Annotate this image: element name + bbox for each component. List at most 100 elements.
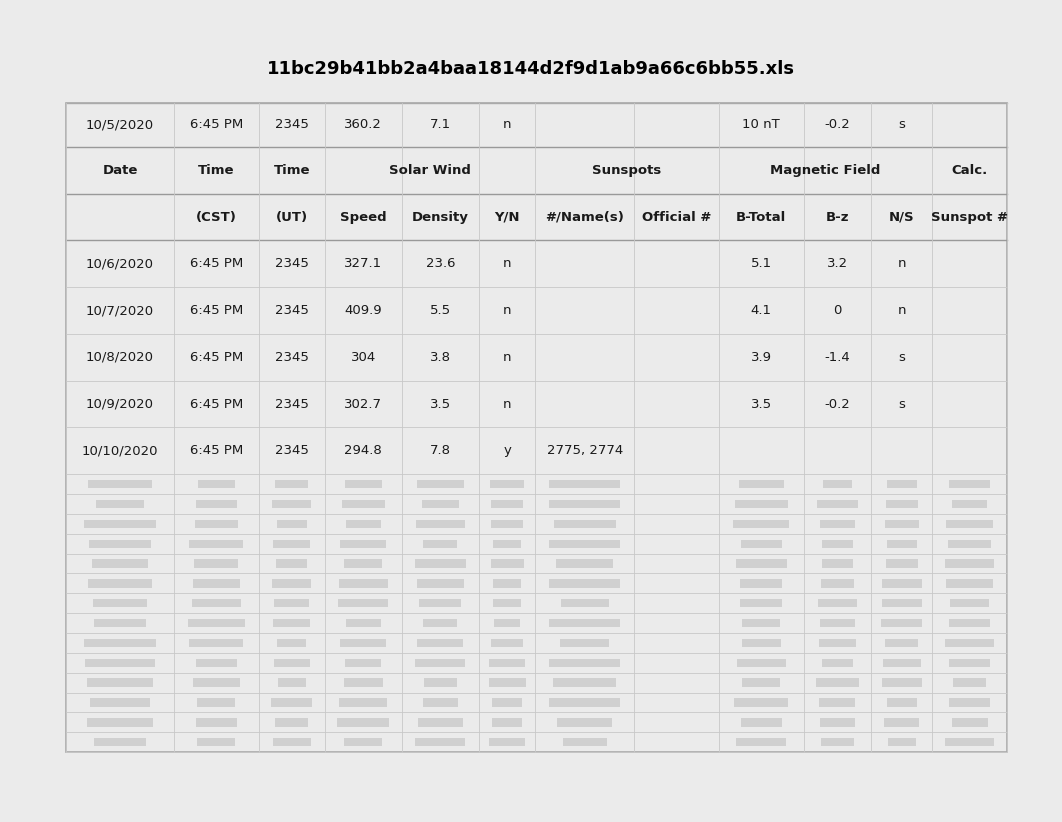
Bar [884, 658, 921, 667]
Text: 5.5: 5.5 [430, 304, 451, 317]
Bar [549, 500, 620, 508]
Bar [946, 580, 993, 588]
Text: 7.8: 7.8 [430, 445, 451, 457]
Bar [885, 718, 920, 727]
Bar [820, 520, 855, 528]
Bar [946, 520, 993, 528]
Bar [820, 718, 855, 727]
Bar [491, 500, 524, 508]
Bar [277, 520, 307, 528]
Bar [735, 500, 788, 508]
Text: n: n [503, 304, 512, 317]
Text: 2345: 2345 [275, 304, 309, 317]
Bar [417, 639, 463, 647]
Bar [737, 658, 786, 667]
Bar [189, 639, 243, 647]
Bar [820, 619, 855, 627]
Text: 3.8: 3.8 [430, 351, 451, 364]
Text: Speed: Speed [340, 210, 387, 224]
Bar [93, 619, 147, 627]
Bar [949, 619, 990, 627]
Text: 360.2: 360.2 [344, 118, 382, 132]
Bar [275, 480, 308, 488]
Text: 302.7: 302.7 [344, 398, 382, 410]
Bar [881, 580, 922, 588]
Text: 10/6/2020: 10/6/2020 [86, 257, 154, 270]
Bar [549, 658, 620, 667]
Text: s: s [898, 351, 905, 364]
Bar [734, 699, 788, 707]
Bar [739, 480, 784, 488]
Bar [273, 539, 310, 547]
Bar [87, 678, 153, 687]
Bar [88, 539, 151, 547]
Bar [887, 480, 917, 488]
Bar [885, 520, 919, 528]
Text: Time: Time [199, 164, 235, 177]
Bar [195, 658, 237, 667]
Bar [189, 539, 243, 547]
Bar [417, 480, 464, 488]
Bar [424, 539, 458, 547]
Bar [274, 658, 310, 667]
Bar [491, 480, 524, 488]
Bar [886, 559, 918, 568]
Text: n: n [503, 398, 512, 410]
Bar [423, 699, 458, 707]
Text: n: n [897, 304, 906, 317]
Text: Y/N: Y/N [495, 210, 520, 224]
Text: 409.9: 409.9 [344, 304, 382, 317]
Bar [953, 678, 987, 687]
Bar [549, 699, 620, 707]
Bar [87, 718, 153, 727]
Bar [945, 738, 994, 746]
Bar [490, 658, 526, 667]
Text: 10/7/2020: 10/7/2020 [86, 304, 154, 317]
Bar [948, 699, 991, 707]
Bar [88, 580, 152, 588]
Text: 3.5: 3.5 [751, 398, 772, 410]
Bar [344, 678, 382, 687]
Bar [415, 559, 465, 568]
Text: 6:45 PM: 6:45 PM [190, 304, 243, 317]
Bar [549, 580, 620, 588]
Text: 2345: 2345 [275, 351, 309, 364]
Bar [556, 559, 613, 568]
Bar [272, 580, 311, 588]
Bar [193, 678, 240, 687]
Bar [948, 539, 991, 547]
Text: (UT): (UT) [276, 210, 308, 224]
Text: B-z: B-z [825, 210, 850, 224]
Bar [881, 619, 922, 627]
Bar [277, 678, 306, 687]
Text: Sunspots: Sunspots [593, 164, 662, 177]
Bar [198, 699, 236, 707]
Bar [820, 699, 855, 707]
Text: Time: Time [273, 164, 310, 177]
Text: 3.5: 3.5 [430, 398, 451, 410]
Text: 2775, 2774: 2775, 2774 [547, 445, 623, 457]
Bar [561, 639, 610, 647]
Bar [740, 718, 782, 727]
Bar [340, 699, 387, 707]
Bar [276, 559, 308, 568]
Bar [417, 718, 463, 727]
Text: n: n [503, 118, 512, 132]
Text: y: y [503, 445, 511, 457]
Bar [424, 678, 457, 687]
Text: 6:45 PM: 6:45 PM [190, 398, 243, 410]
Text: B-Total: B-Total [736, 210, 786, 224]
Bar [88, 480, 152, 488]
Bar [549, 619, 620, 627]
Bar [549, 539, 620, 547]
Text: 2345: 2345 [275, 118, 309, 132]
Bar [736, 738, 786, 746]
Bar [191, 599, 241, 607]
Text: 4.1: 4.1 [751, 304, 772, 317]
Bar [553, 678, 616, 687]
Text: Sunspot #: Sunspot # [931, 210, 1008, 224]
Text: 294.8: 294.8 [344, 445, 382, 457]
Bar [888, 738, 917, 746]
Bar [340, 639, 387, 647]
Bar [273, 738, 311, 746]
